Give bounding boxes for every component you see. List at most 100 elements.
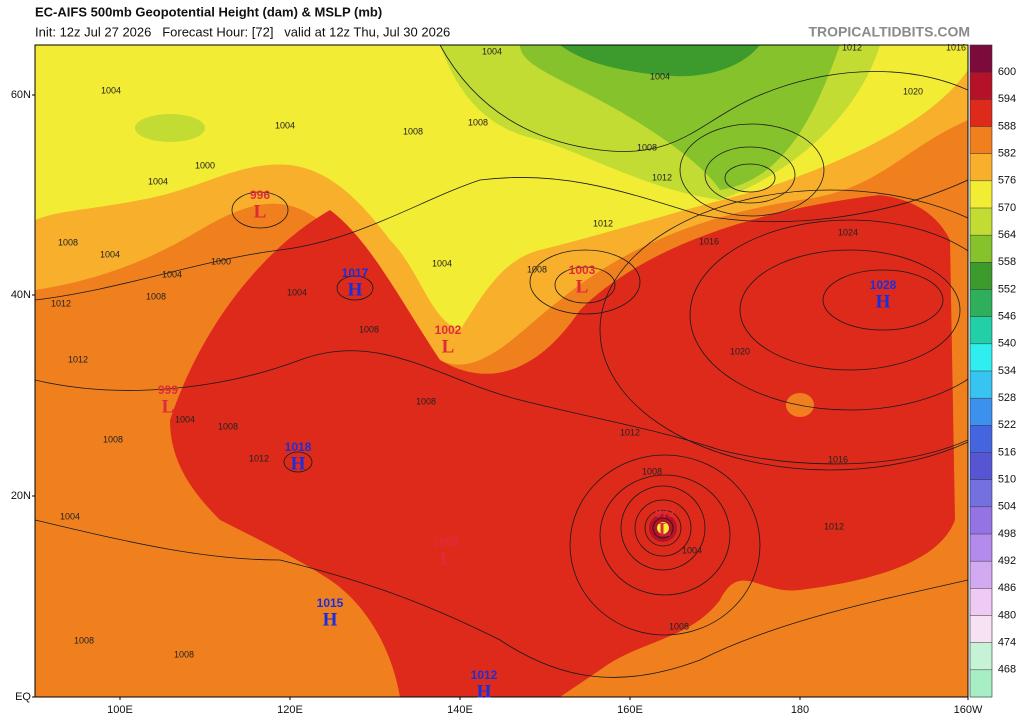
- isobar-label: 1008: [103, 434, 123, 444]
- isobar-label: 1004: [101, 85, 121, 95]
- colorbar-band: [970, 208, 992, 236]
- center-value: 1028: [870, 278, 897, 292]
- isobar-label: 1008: [468, 117, 488, 127]
- isobar-label: 1008: [642, 466, 662, 476]
- isobar-label: 1012: [652, 172, 672, 182]
- center-symbol: H: [477, 681, 492, 702]
- isobar-label: 1012: [593, 218, 613, 228]
- colorbar-band: [970, 289, 992, 318]
- isobar-label: 1004: [682, 545, 702, 555]
- isobar-label: 1004: [287, 287, 307, 297]
- colorbar-label: 516: [998, 446, 1016, 458]
- colorbar-band: [970, 371, 992, 399]
- lat-label: EQ: [15, 691, 31, 703]
- isobar-label: 1020: [730, 346, 750, 356]
- isobar-label: 1016: [828, 454, 848, 464]
- colorbar-band: [970, 398, 992, 426]
- colorbar-label: 582: [998, 148, 1016, 160]
- isobar-label: 1004: [162, 269, 182, 279]
- lon-label: 180: [791, 704, 809, 716]
- colorbar-label: 504: [998, 501, 1016, 513]
- center-value: 1008: [433, 535, 460, 549]
- center-symbol: L: [659, 519, 672, 540]
- center-symbol: H: [323, 609, 338, 630]
- isobar-label: 1012: [249, 453, 269, 463]
- colorbar-label: 594: [998, 93, 1016, 105]
- colorbar-label: 564: [998, 229, 1016, 241]
- colorbar-band: [970, 615, 992, 644]
- lon-label: 160E: [617, 704, 643, 716]
- isobar-label: 1004: [148, 176, 168, 186]
- center-symbol: L: [576, 276, 589, 297]
- colorbar-band: [970, 669, 992, 698]
- isobar-label: 1012: [620, 427, 640, 437]
- isobar-label: 1008: [74, 635, 94, 645]
- center-value: 1002: [435, 323, 462, 337]
- center-value: 999: [158, 383, 178, 397]
- isobar-label: 1012: [824, 521, 844, 531]
- lat-label: 60N: [11, 89, 31, 101]
- colorbar-label: 534: [998, 365, 1016, 377]
- colorbar-band: [970, 343, 992, 372]
- colorbar-band: [970, 45, 992, 73]
- isobar-label: 1000: [195, 160, 215, 170]
- isobar-label: 1008: [58, 237, 78, 247]
- colorbar-label: 510: [998, 474, 1016, 486]
- center-symbol: H: [348, 279, 363, 300]
- colorbar-label: 474: [998, 637, 1016, 649]
- isobar-label: 1008: [527, 264, 547, 274]
- isobar-label: 1008: [403, 126, 423, 136]
- center-value: 972: [655, 506, 675, 520]
- colorbar-band: [970, 506, 992, 535]
- field-588: [170, 195, 955, 697]
- isobar-label: 1004: [650, 71, 670, 81]
- center-symbol: L: [440, 548, 453, 569]
- isobar-label: 1008: [218, 421, 238, 431]
- isobar-label: 1004: [432, 258, 452, 268]
- map-frame: [34, 44, 969, 698]
- center-value: 1003: [569, 263, 596, 277]
- colorbar-label: 528: [998, 392, 1016, 404]
- center-value: 1017: [342, 266, 369, 280]
- isobar-label: 1008: [669, 621, 689, 631]
- map-field: [35, 45, 968, 697]
- center-value: 1012: [471, 668, 498, 682]
- center-value: 1015: [317, 596, 344, 610]
- colorbar-band: [970, 180, 992, 209]
- isobar-label: 1004: [175, 414, 195, 424]
- center-value: 1018: [285, 440, 312, 454]
- lon-label: 160W: [954, 704, 983, 716]
- colorbar-label: 558: [998, 256, 1016, 268]
- colorbar-band: [970, 534, 992, 562]
- isobar-label: 1008: [416, 396, 436, 406]
- isobar-label: 1012: [842, 42, 862, 52]
- isobar-label: 1004: [100, 249, 120, 259]
- colorbar-band: [970, 235, 992, 263]
- center-symbol: H: [876, 291, 891, 312]
- isobar-label: 1000: [211, 256, 231, 266]
- colorbar-label: 492: [998, 555, 1016, 567]
- colorbar-label: 600: [998, 66, 1016, 78]
- isobar-label: 1012: [68, 354, 88, 364]
- colorbar-label: 480: [998, 609, 1016, 621]
- isobar-label: 1004: [275, 120, 295, 130]
- colorbar-band: [970, 126, 992, 155]
- colorbar-label: 468: [998, 664, 1016, 676]
- lon-label: 140E: [447, 704, 473, 716]
- center-symbol: L: [162, 396, 175, 417]
- center-symbol: L: [254, 201, 267, 222]
- center-symbol: L: [442, 336, 455, 357]
- isobar-label: 1008: [146, 291, 166, 301]
- colorbar-band: [970, 72, 992, 100]
- colorbar-band: [970, 153, 992, 182]
- isobar-label: 1008: [359, 324, 379, 334]
- lat-label: 20N: [11, 490, 31, 502]
- colorbar-label: 498: [998, 528, 1016, 540]
- colorbar-label: 570: [998, 202, 1016, 214]
- colorbar-band: [970, 642, 992, 671]
- map-subtitle: Init: 12z Jul 27 2026 Forecast Hour: [72…: [35, 24, 450, 39]
- isobar-label: 1020: [903, 86, 923, 96]
- colorbar-label: 540: [998, 338, 1016, 350]
- isobar-label: 1016: [946, 42, 966, 52]
